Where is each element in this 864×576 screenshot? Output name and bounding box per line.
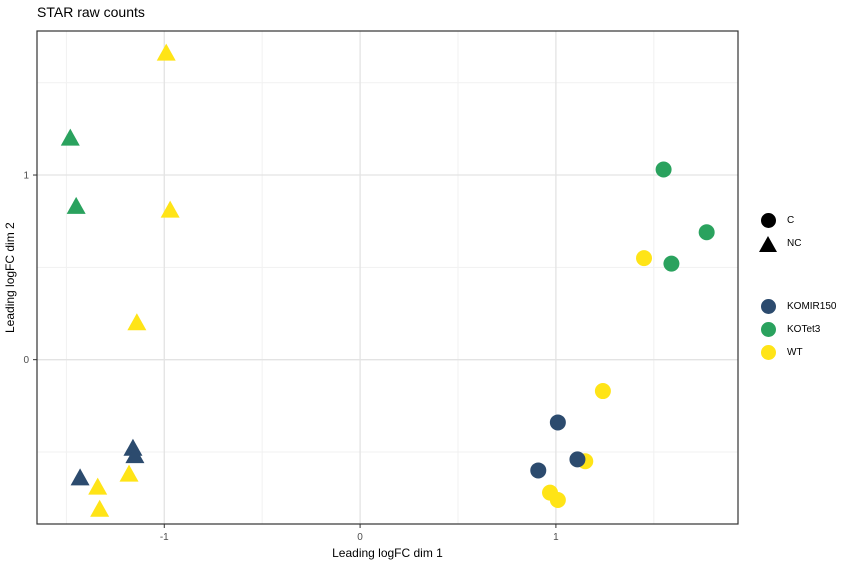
color-legend: KOMIR150 KOTet3 WT [758,295,836,364]
data-point-komir150-nc [125,446,145,464]
data-point-wt-nc [88,477,108,495]
data-point-kotet3-nc [60,128,80,146]
data-point-wt-c [636,250,653,267]
data-point-wt-c [549,491,566,508]
color-key-icon [758,345,778,360]
data-point-wt-nc [156,43,176,61]
data-point-komir150-c [530,462,547,479]
legend-label: KOTet3 [787,324,821,335]
data-point-kotet3-c [655,161,672,178]
data-point-wt-nc [127,313,147,331]
y-tick-label: 0 [23,355,29,366]
x-tick-label: 1 [553,532,559,543]
data-point-kotet3-nc [66,196,86,214]
legend-label: WT [787,347,803,358]
legend-entry-kotet3: KOTet3 [758,318,836,341]
triangle-key-icon [758,235,778,252]
x-axis-title: Leading logFC dim 1 [332,546,443,560]
x-tick-label: -1 [160,532,169,543]
data-point-wt-c [594,383,611,400]
data-point-wt-nc [160,200,180,218]
legend-label: NC [787,238,802,249]
legend-entry-c: C [758,209,836,232]
legend-entry-nc: NC [758,232,836,255]
data-point-komir150-nc [70,468,90,486]
legend-label: C [787,215,795,226]
data-point-komir150-c [549,414,566,431]
color-key-icon [758,299,778,314]
data-point-kotet3-c [663,255,680,272]
data-point-wt-nc [90,499,110,517]
plot-title: STAR raw counts [37,4,145,20]
color-key-icon [758,322,778,337]
panel-border [36,30,739,525]
legend: C NC KOMIR150 KOTet3 WT [758,209,836,364]
y-tick-label: 1 [23,171,29,182]
data-point-kotet3-c [698,224,715,241]
data-point-komir150-c [569,451,586,468]
shape-legend: C NC [758,209,836,255]
x-tick-label: 0 [357,532,363,543]
circle-key-icon [758,213,778,228]
legend-entry-komir150: KOMIR150 [758,295,836,318]
legend-entry-wt: WT [758,341,836,364]
y-axis-title: Leading logFC dim 2 [3,222,17,333]
data-point-wt-nc [119,464,139,482]
legend-label: KOMIR150 [787,301,837,312]
